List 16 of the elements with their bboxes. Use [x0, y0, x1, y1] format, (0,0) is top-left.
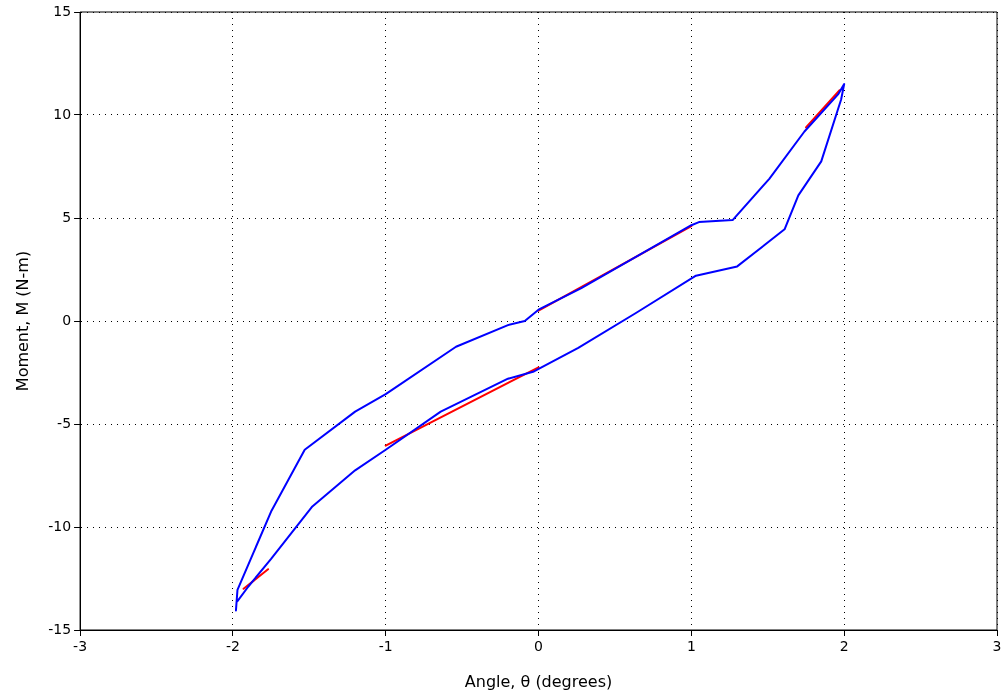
y-tick-label: 15 [53, 2, 72, 19]
y-tick-label: -10 [48, 517, 72, 534]
x-tick-label: -2 [225, 638, 240, 655]
x-tick-label: 1 [686, 638, 696, 655]
x-tick-label: 2 [839, 638, 849, 655]
x-tick-label: -3 [73, 638, 88, 655]
y-tick-label: -5 [57, 414, 72, 431]
y-tick-label: 5 [62, 208, 72, 225]
x-axis-title: Angle, θ (degrees) [464, 671, 613, 691]
x-tick-label: -1 [378, 638, 393, 655]
y-tick-label: -15 [48, 620, 72, 637]
y-tick-label: 10 [53, 105, 72, 122]
y-tick-label: 0 [62, 311, 72, 328]
x-tick-label: 3 [992, 638, 1002, 655]
x-tick-label: 0 [534, 638, 543, 655]
y-axis-title: Moment, M (N-m) [12, 250, 32, 392]
